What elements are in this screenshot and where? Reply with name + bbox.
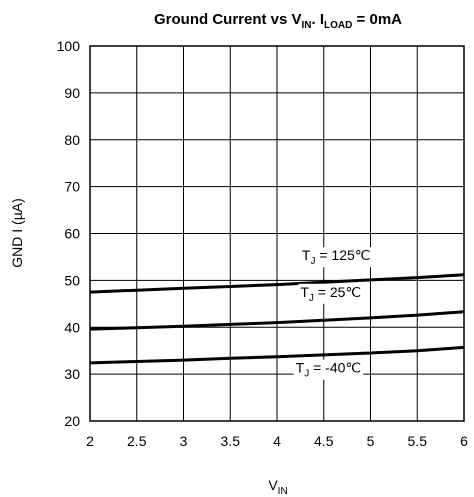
x-tick-label: 5 (367, 433, 375, 449)
x-tick-label: 3.5 (221, 433, 241, 449)
x-tick-label: 3 (180, 433, 188, 449)
series-line-1 (89, 310, 465, 331)
curve-label-background (298, 283, 364, 304)
x-tick-label: 6 (460, 433, 468, 449)
series-line-0 (89, 273, 465, 294)
curve-label-background (293, 359, 364, 380)
series-layer (89, 273, 465, 365)
curve-label-background (299, 247, 373, 268)
curve-labels: TJ = 125℃ TJ = 25℃ TJ = -40℃ (293, 247, 373, 380)
curve-label-2: TJ = -40℃ (296, 360, 361, 380)
y-tick-label: 50 (64, 272, 80, 288)
y-tick-label: 80 (64, 132, 80, 148)
curve-label-1: TJ = 25℃ (300, 284, 361, 304)
y-tick-labels: 20 30 40 50 60 70 80 90 100 (57, 38, 81, 429)
y-tick-label: 70 (64, 179, 80, 195)
y-tick-label: 30 (64, 366, 80, 382)
x-tick-label: 4 (273, 433, 281, 449)
curve-label-0: TJ = 125℃ (302, 247, 371, 267)
x-axis-label: VIN (268, 477, 287, 497)
x-tick-label: 2.5 (127, 433, 147, 449)
x-tick-label: 4.5 (314, 433, 334, 449)
y-tick-label: 100 (57, 38, 81, 54)
y-tick-label: 90 (64, 85, 80, 101)
y-tick-label: 60 (64, 226, 80, 242)
y-tick-label: 40 (64, 319, 80, 335)
x-tick-label: 2 (86, 433, 94, 449)
plot-frame (89, 45, 465, 422)
x-tick-labels: 2 2.5 3 3.5 4 4.5 5 5.5 6 (86, 433, 468, 449)
series-line-2 (89, 345, 465, 365)
y-tick-label: 20 (64, 413, 80, 429)
x-tick-label: 5.5 (408, 433, 428, 449)
chart-title: Ground Current vs VIN. ILOAD = 0mA (154, 11, 402, 31)
y-axis-label: GND I (µA) (9, 198, 25, 268)
plot-border (89, 45, 465, 422)
